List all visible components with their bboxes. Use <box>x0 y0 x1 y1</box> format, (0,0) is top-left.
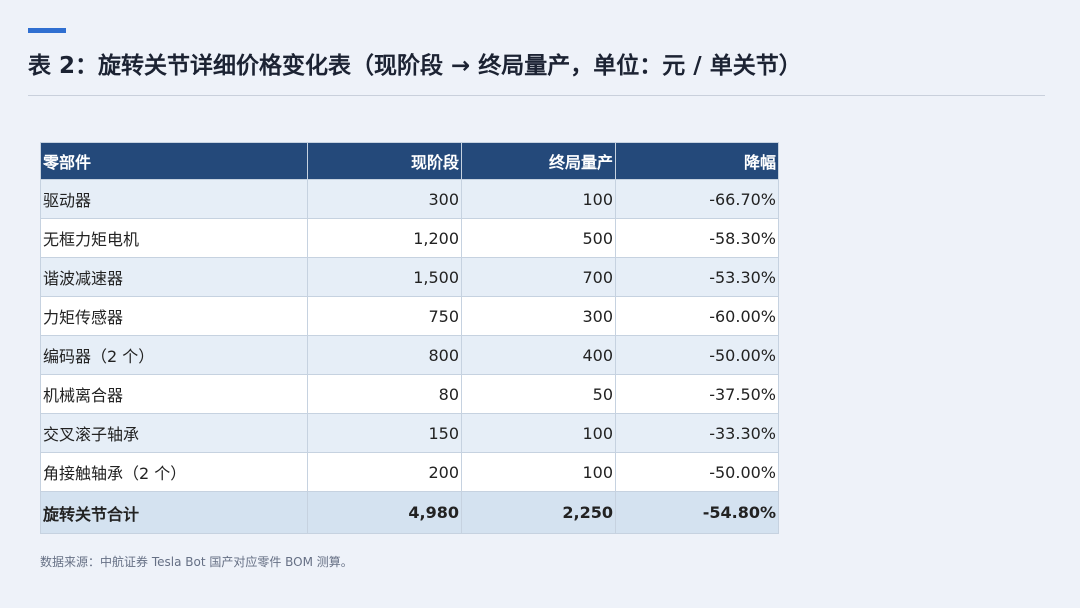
table-row: 无框力矩电机 1,200 500 -58.30% <box>40 218 779 258</box>
table-row: 角接触轴承（2 个） 200 100 -50.00% <box>40 452 779 492</box>
column-header: 终局量产 <box>461 142 616 180</box>
table-row: 编码器（2 个） 800 400 -50.00% <box>40 335 779 375</box>
cell: 50 <box>461 374 616 414</box>
column-header: 现阶段 <box>307 142 462 180</box>
cell: 1,500 <box>307 257 462 297</box>
cell: 旋转关节合计 <box>40 491 308 534</box>
cell: 80 <box>307 374 462 414</box>
cell: 300 <box>461 296 616 336</box>
cell: 4,980 <box>307 491 462 534</box>
cell: 角接触轴承（2 个） <box>40 452 308 492</box>
title: 表 2：旋转关节详细价格变化表（现阶段 → 终局量产，单位：元 / 单关节） <box>28 53 802 79</box>
cell: 机械离合器 <box>40 374 308 414</box>
cell: 100 <box>461 452 616 492</box>
table-row: 驱动器 300 100 -66.70% <box>40 179 779 219</box>
cell: 400 <box>461 335 616 375</box>
cell: 200 <box>307 452 462 492</box>
cell: -33.30% <box>615 413 779 453</box>
cell: 驱动器 <box>40 179 308 219</box>
cell: -58.30% <box>615 218 779 258</box>
cell: 750 <box>307 296 462 336</box>
table-row: 机械离合器 80 50 -37.50% <box>40 374 779 414</box>
cell: -54.80% <box>615 491 779 534</box>
cell: 谐波减速器 <box>40 257 308 297</box>
cell: -53.30% <box>615 257 779 297</box>
cell: 150 <box>307 413 462 453</box>
cell: 2,250 <box>461 491 616 534</box>
cell: 300 <box>307 179 462 219</box>
cell: -37.50% <box>615 374 779 414</box>
cell: -50.00% <box>615 452 779 492</box>
column-header: 降幅 <box>615 142 779 180</box>
cell: 力矩传感器 <box>40 296 308 336</box>
divider <box>28 95 1045 96</box>
header-row: 零部件 现阶段 终局量产 降幅 <box>40 142 779 180</box>
table-row: 交叉滚子轴承 150 100 -33.30% <box>40 413 779 453</box>
cell: 1,200 <box>307 218 462 258</box>
cell: 无框力矩电机 <box>40 218 308 258</box>
cell: -66.70% <box>615 179 779 219</box>
cell: 100 <box>461 179 616 219</box>
cell: 100 <box>461 413 616 453</box>
cell: -50.00% <box>615 335 779 375</box>
price-table: 零部件 现阶段 终局量产 降幅 驱动器 300 100 -66.70% 无框力矩电机 1,200 5… <box>40 142 779 534</box>
cell: 700 <box>461 257 616 297</box>
cell: 800 <box>307 335 462 375</box>
cell: -60.00% <box>615 296 779 336</box>
total-row: 旋转关节合计 4,980 2,250 -54.80% <box>40 491 779 534</box>
column-header: 零部件 <box>40 142 308 180</box>
cell: 编码器（2 个） <box>40 335 308 375</box>
table-row: 谐波减速器 1,500 700 -53.30% <box>40 257 779 297</box>
footnote: 数据来源：中航证券 Tesla Bot 国产对应零件 BOM 测算。 <box>40 555 353 569</box>
cell: 交叉滚子轴承 <box>40 413 308 453</box>
cell: 500 <box>461 218 616 258</box>
table-row: 力矩传感器 750 300 -60.00% <box>40 296 779 336</box>
accent-bar <box>28 28 66 33</box>
